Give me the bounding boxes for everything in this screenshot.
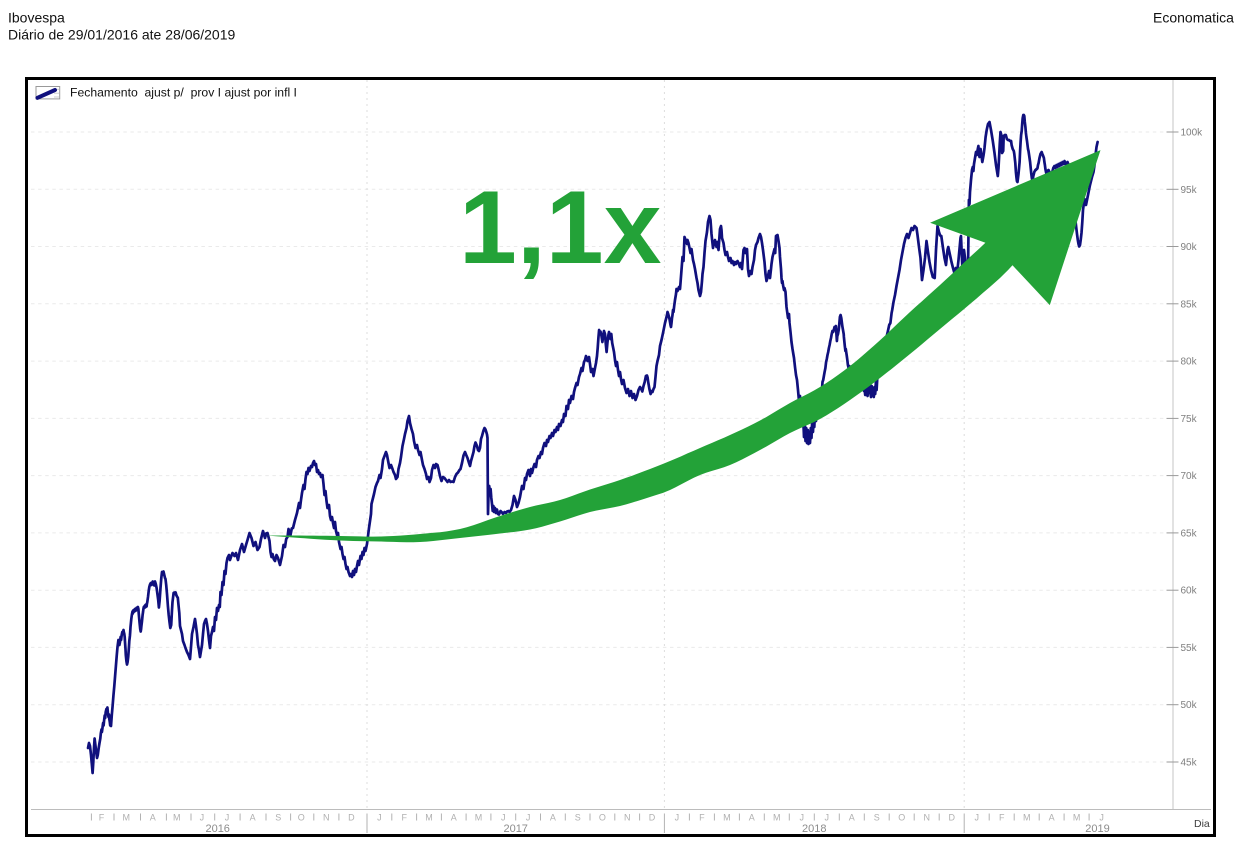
- svg-text:Economatica: Economatica: [1153, 10, 1234, 26]
- svg-text:A: A: [150, 813, 156, 823]
- svg-text:M: M: [475, 813, 483, 823]
- svg-text:S: S: [874, 813, 880, 823]
- svg-text:M: M: [773, 813, 781, 823]
- svg-text:2016: 2016: [205, 823, 229, 835]
- svg-text:O: O: [298, 813, 305, 823]
- svg-text:2017: 2017: [503, 823, 527, 835]
- svg-text:F: F: [401, 813, 407, 823]
- svg-text:Ibovespa: Ibovespa: [8, 10, 65, 26]
- svg-text:55k: 55k: [1181, 643, 1198, 654]
- svg-text:J: J: [800, 813, 805, 823]
- svg-text:J: J: [974, 813, 979, 823]
- svg-text:M: M: [1023, 813, 1031, 823]
- svg-text:95k: 95k: [1181, 185, 1198, 196]
- svg-text:S: S: [275, 813, 281, 823]
- svg-text:N: N: [624, 813, 631, 823]
- svg-text:J: J: [1099, 813, 1104, 823]
- svg-text:45k: 45k: [1181, 758, 1198, 769]
- svg-text:F: F: [99, 813, 105, 823]
- svg-text:J: J: [825, 813, 830, 823]
- svg-text:A: A: [1049, 813, 1055, 823]
- svg-text:A: A: [849, 813, 855, 823]
- svg-text:70k: 70k: [1181, 471, 1198, 482]
- svg-text:F: F: [699, 813, 705, 823]
- svg-text:M: M: [1073, 813, 1081, 823]
- svg-text:A: A: [749, 813, 755, 823]
- svg-text:D: D: [348, 813, 355, 823]
- svg-text:A: A: [451, 813, 457, 823]
- svg-text:M: M: [723, 813, 731, 823]
- svg-text:J: J: [377, 813, 382, 823]
- svg-text:80k: 80k: [1181, 357, 1198, 368]
- svg-text:50k: 50k: [1181, 700, 1198, 711]
- svg-text:90k: 90k: [1181, 242, 1198, 253]
- svg-text:100k: 100k: [1181, 128, 1204, 139]
- svg-text:F: F: [999, 813, 1005, 823]
- svg-text:A: A: [550, 813, 556, 823]
- svg-text:S: S: [575, 813, 581, 823]
- svg-text:N: N: [923, 813, 930, 823]
- svg-text:A: A: [250, 813, 256, 823]
- svg-text:65k: 65k: [1181, 528, 1198, 539]
- svg-text:2019: 2019: [1085, 823, 1109, 835]
- svg-text:1,1x: 1,1x: [459, 170, 662, 286]
- svg-text:N: N: [323, 813, 330, 823]
- svg-text:O: O: [599, 813, 606, 823]
- svg-text:M: M: [173, 813, 181, 823]
- svg-text:J: J: [501, 813, 506, 823]
- svg-text:O: O: [898, 813, 905, 823]
- svg-text:75k: 75k: [1181, 414, 1198, 425]
- svg-text:J: J: [225, 813, 230, 823]
- svg-text:D: D: [649, 813, 656, 823]
- svg-text:M: M: [425, 813, 433, 823]
- svg-text:Diário de 29/01/2016 ate 28/06: Diário de 29/01/2016 ate 28/06/2019: [8, 27, 236, 43]
- svg-text:Dia: Dia: [1194, 818, 1210, 830]
- svg-text:D: D: [948, 813, 955, 823]
- svg-text:J: J: [200, 813, 205, 823]
- svg-text:Fechamento ajust p/ prov I a: Fechamento ajust p/ prov I ajust por inf…: [70, 86, 297, 100]
- svg-text:85k: 85k: [1181, 299, 1198, 310]
- svg-text:J: J: [675, 813, 680, 823]
- svg-text:2018: 2018: [802, 823, 826, 835]
- svg-text:M: M: [123, 813, 131, 823]
- svg-text:60k: 60k: [1181, 586, 1198, 597]
- svg-text:J: J: [526, 813, 531, 823]
